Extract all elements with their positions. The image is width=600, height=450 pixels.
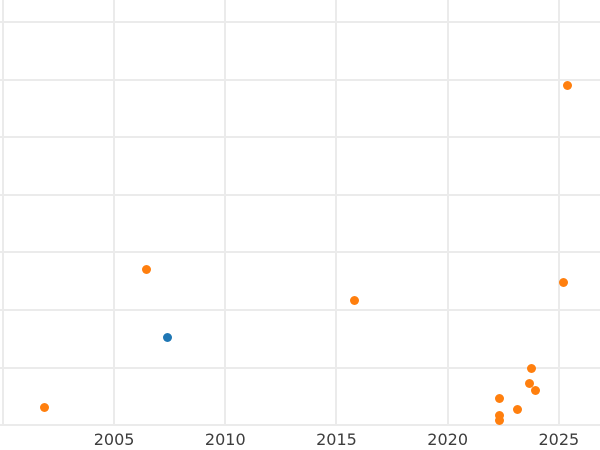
data-point-orange-series xyxy=(494,393,504,403)
vertical-gridline xyxy=(446,0,449,427)
data-point-orange-series xyxy=(558,278,568,288)
vertical-gridline xyxy=(113,0,116,427)
data-point-orange-series xyxy=(512,404,522,414)
data-point-orange-series xyxy=(525,378,535,388)
data-point-orange-series xyxy=(349,295,359,305)
data-point-orange-series xyxy=(563,81,573,91)
x-tick-label-2020: 2020 xyxy=(427,430,469,450)
data-point-blue-series xyxy=(162,332,172,342)
horizontal-gridline xyxy=(0,424,600,427)
vertical-gridline xyxy=(557,0,560,427)
horizontal-gridline xyxy=(0,251,600,254)
x-tick-label-2005: 2005 xyxy=(93,430,135,450)
vertical-gridline xyxy=(224,0,227,427)
x-tick-label-2025: 2025 xyxy=(538,430,580,450)
horizontal-gridline xyxy=(0,78,600,81)
horizontal-gridline xyxy=(0,193,600,196)
x-tick-label-2010: 2010 xyxy=(204,430,246,450)
horizontal-gridline xyxy=(0,366,600,369)
data-point-orange-series xyxy=(39,402,49,412)
horizontal-gridline xyxy=(0,308,600,311)
data-point-orange-series xyxy=(530,385,540,395)
horizontal-gridline xyxy=(0,136,600,139)
horizontal-gridline xyxy=(0,20,600,23)
data-point-orange-series xyxy=(494,410,504,420)
data-point-orange-series xyxy=(526,363,536,373)
data-point-orange-series xyxy=(141,264,151,274)
data-point-orange-series xyxy=(494,416,504,426)
vertical-gridline xyxy=(1,0,4,427)
x-tick-label-2015: 2015 xyxy=(316,430,357,450)
vertical-gridline xyxy=(335,0,338,427)
